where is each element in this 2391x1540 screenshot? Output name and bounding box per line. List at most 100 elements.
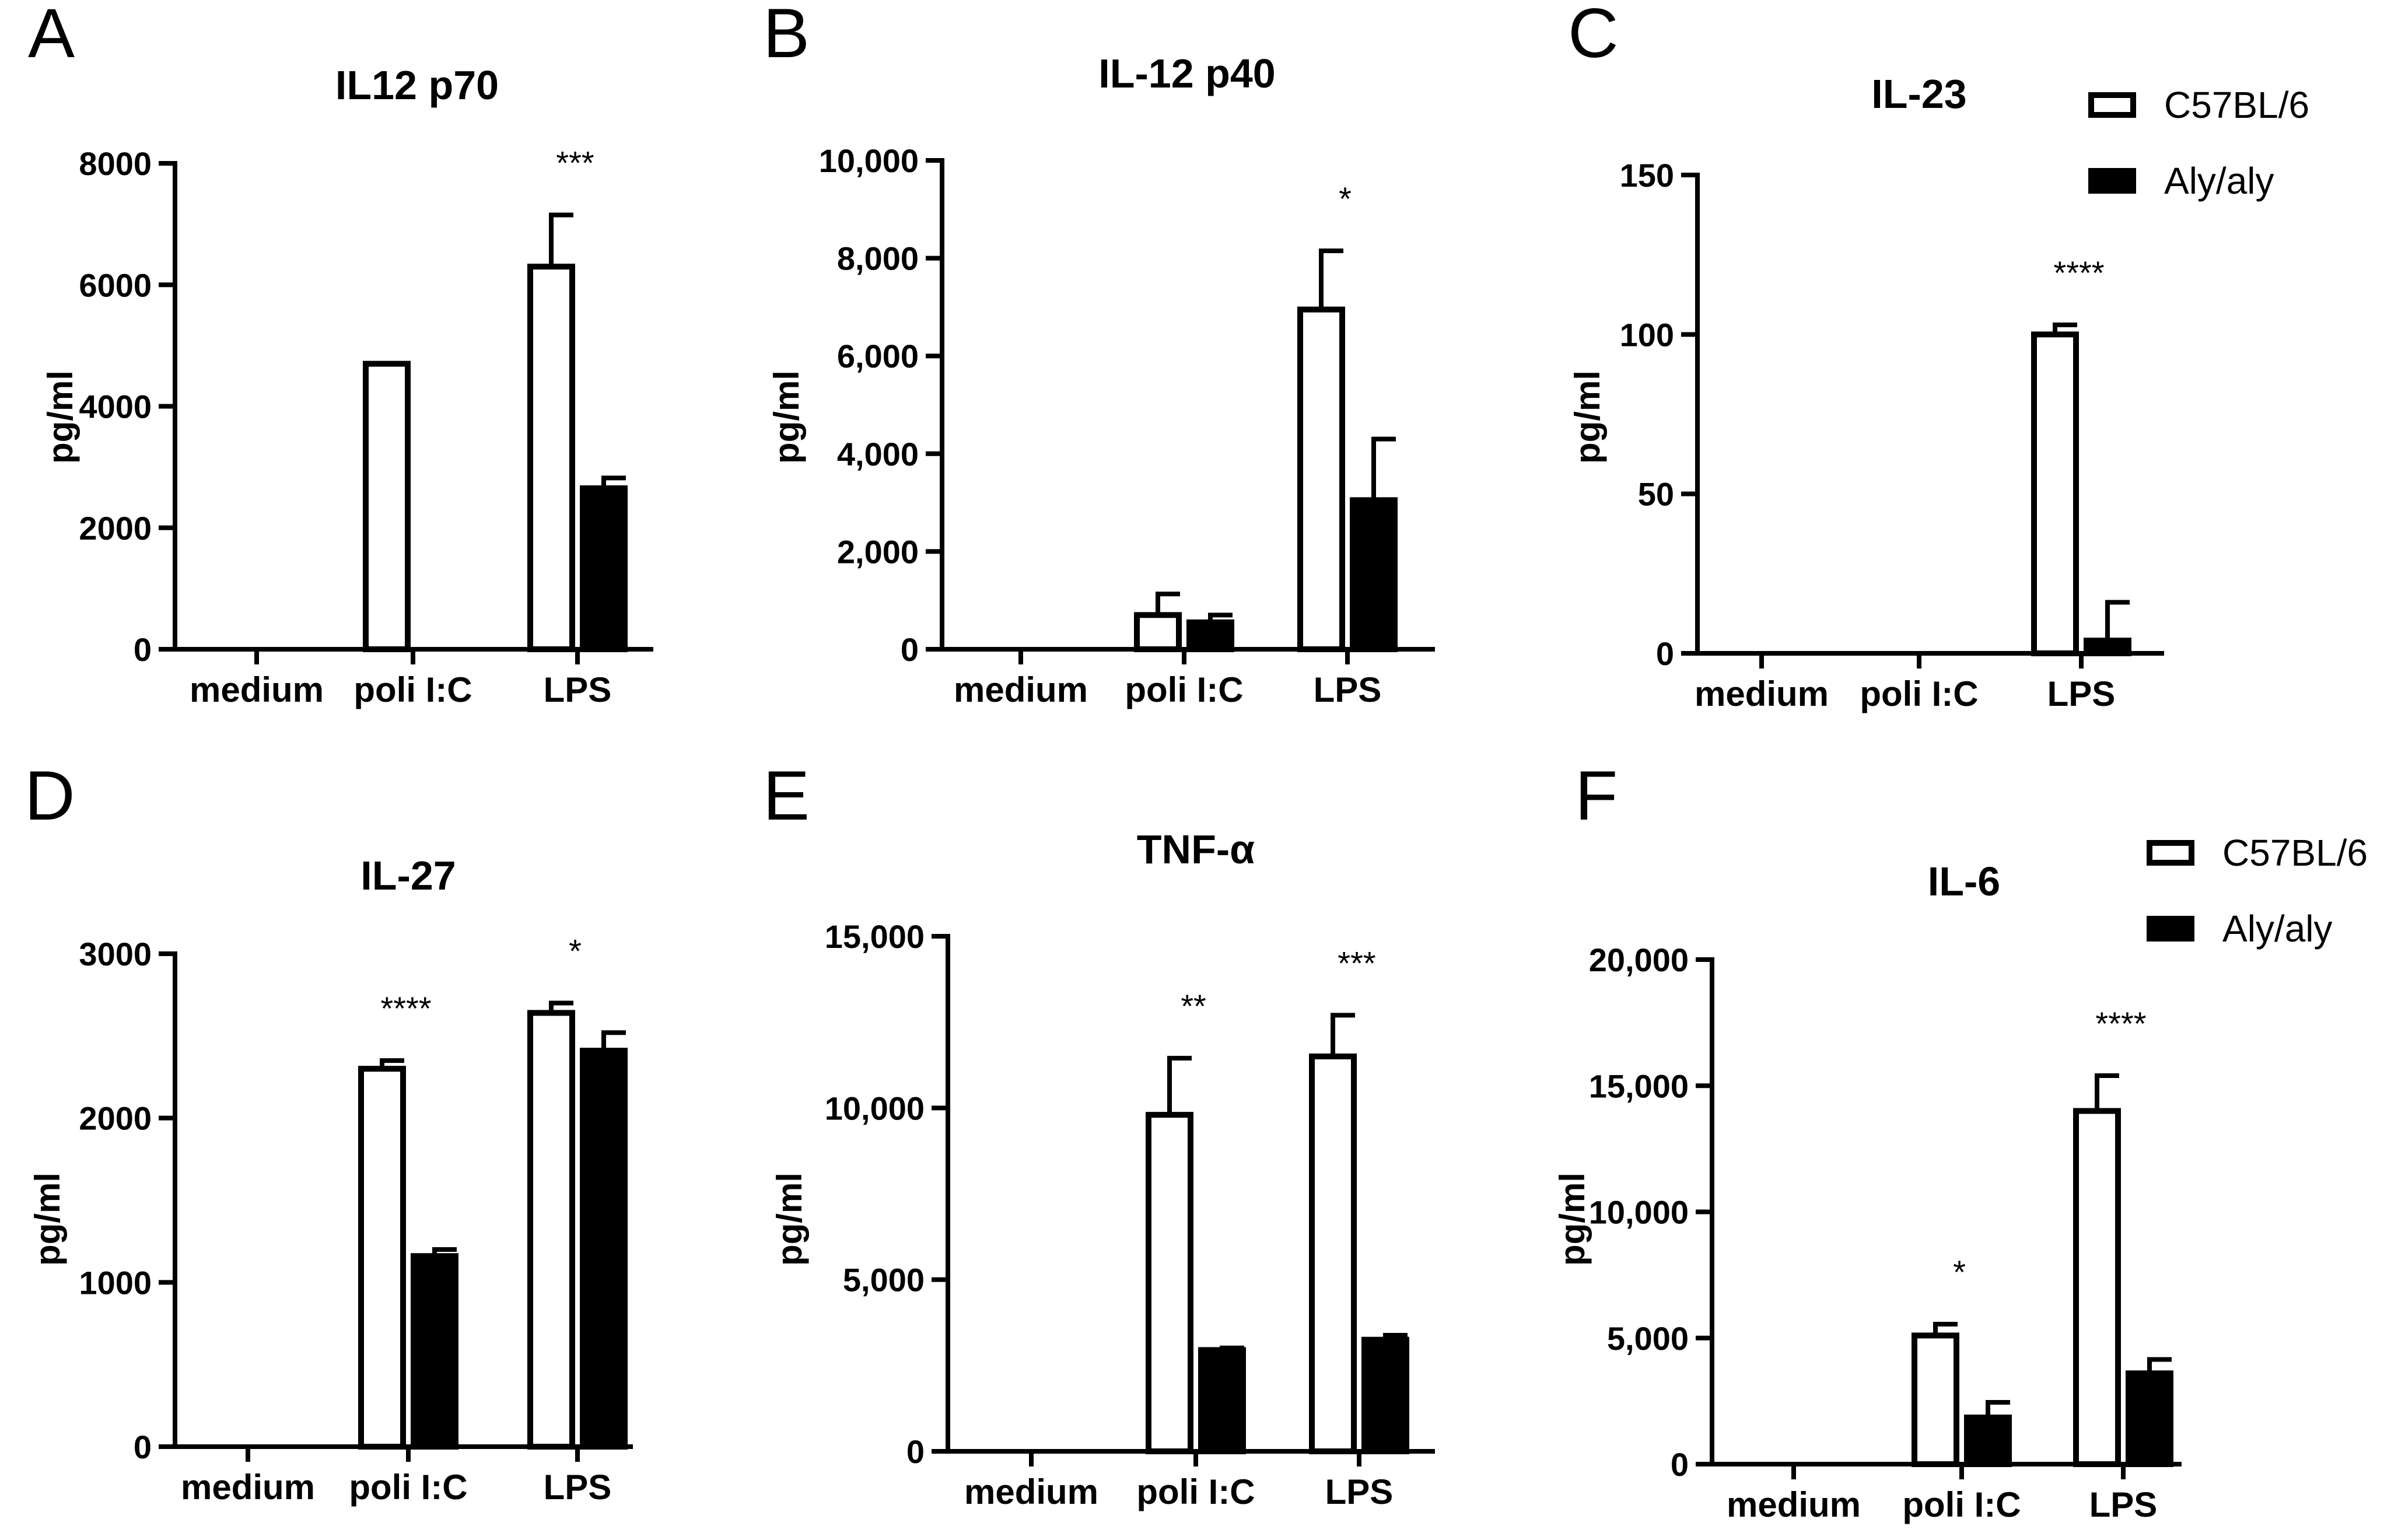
x-category-label: medium (1695, 674, 1829, 713)
chart-panel-b: B IL-12 p40 pg/ml 0 2,000 4,000 6,000 8,000 10,0… (763, 0, 1435, 709)
y-tick-label: 0 (901, 631, 919, 668)
y-tick-label: 0 (134, 1429, 152, 1465)
bar-c57bl6-poli-i-c (1134, 612, 1182, 652)
y-tick-label: 8000 (79, 145, 152, 182)
legend-label: C57BL/6 (2164, 84, 2309, 126)
y-tick-label: 2,000 (837, 533, 919, 570)
x-category-label: medium (964, 1472, 1098, 1511)
x-category-label: poli I:C (1860, 674, 1978, 713)
bar-c57bl6-lps (1297, 306, 1345, 652)
panel-letter: E (763, 757, 810, 835)
y-tick-label: 2000 (79, 510, 152, 547)
y-tick-label: 6000 (79, 267, 152, 303)
x-category-label: poli I:C (1902, 1485, 2021, 1524)
y-tick-label: 20,000 (1589, 942, 1689, 978)
x-category-label: poli I:C (1136, 1472, 1255, 1511)
y-axis-label: pg/ml (41, 370, 80, 464)
bar-c57bl6-poli-i-c (363, 360, 411, 652)
bar-c57bl6-lps (527, 1010, 575, 1450)
bar-c57bl6-lps (527, 264, 575, 652)
chart-title: TNF-α (1137, 827, 1255, 872)
significance-marker: * (1953, 1254, 1966, 1290)
x-category-label: LPS (544, 1468, 612, 1507)
x-category-label: LPS (1325, 1472, 1394, 1511)
significance-marker: ** (1181, 988, 1206, 1024)
y-tick-label: 4,000 (837, 436, 919, 473)
y-axis-label: pg/ml (28, 1172, 67, 1266)
chart-panel-c: C IL-23 pg/ml 0 50 100 150 medium poli I:C LPS ***… (1568, 0, 2309, 713)
chart-panel-d: D IL-27 pg/ml 0 1000 2000 3000 medium poli I:C LP… (24, 757, 633, 1507)
y-tick-label: 10,000 (819, 142, 919, 179)
bar-aly-lps (1361, 1336, 1409, 1455)
bar-c57bl6-lps (2073, 1108, 2121, 1467)
bar-aly-lps (580, 1048, 628, 1450)
x-category-label: poli I:C (353, 670, 472, 709)
legend-swatch (2088, 92, 2136, 118)
bar-aly-poli-i-c (1964, 1414, 2012, 1468)
panel-letter: C (1568, 0, 1619, 72)
x-category-label: medium (1727, 1485, 1861, 1524)
significance-marker: * (569, 933, 582, 970)
bar-aly-poli-i-c (411, 1253, 458, 1450)
bar-aly-lps (2084, 638, 2131, 656)
x-category-label: LPS (2089, 1485, 2158, 1524)
bar-c57bl6-poli-i-c (358, 1066, 406, 1450)
x-category-label: medium (181, 1468, 315, 1507)
panel-letter: A (28, 0, 75, 72)
legend-swatch (2147, 840, 2194, 866)
y-tick-label: 0 (906, 1433, 925, 1470)
y-tick-label: 15,000 (1589, 1068, 1689, 1104)
y-tick-label: 3000 (79, 936, 152, 972)
bar-aly-lps (2126, 1370, 2173, 1468)
x-category-label: poli I:C (349, 1468, 467, 1507)
legend-swatch (2147, 916, 2194, 942)
y-tick-label: 5,000 (843, 1262, 925, 1298)
y-tick-label: 1000 (79, 1264, 152, 1301)
chart-title: IL12 p70 (335, 62, 499, 108)
y-tick-label: 0 (1656, 635, 1674, 672)
legend-label: Aly/aly (2222, 908, 2333, 950)
panel-letter: F (1575, 757, 1618, 835)
y-tick-label: 2000 (79, 1100, 152, 1137)
bar-aly-lps (1350, 497, 1398, 652)
legend-label: C57BL/6 (2222, 832, 2368, 874)
chart-panel-e: E TNF-α pg/ml 0 5,000 10,000 15,000 medium poli … (763, 757, 1435, 1511)
x-category-label: poli I:C (1125, 670, 1243, 709)
chart-title: IL-6 (1928, 859, 2000, 904)
chart-title: IL-12 p40 (1098, 51, 1275, 96)
y-tick-label: 6,000 (837, 338, 919, 374)
x-category-label: LPS (1314, 670, 1382, 709)
x-category-label: LPS (544, 670, 612, 709)
y-tick-label: 0 (1671, 1446, 1689, 1483)
panel-letter: D (24, 757, 75, 835)
y-tick-label: 10,000 (825, 1090, 925, 1126)
bar-aly-poli-i-c (1186, 619, 1234, 653)
y-tick-label: 8,000 (837, 240, 919, 277)
x-category-label: medium (190, 670, 324, 709)
bar-c57bl6-lps (1309, 1054, 1357, 1454)
legend-swatch (2088, 168, 2136, 194)
bar-c57bl6-poli-i-c (1912, 1332, 1959, 1468)
significance-marker: **** (2095, 1005, 2146, 1042)
y-axis-label: pg/ml (1568, 370, 1607, 464)
legend-label: Aly/aly (2164, 160, 2274, 202)
significance-marker: **** (380, 990, 431, 1027)
significance-marker: *** (1338, 944, 1375, 981)
y-tick-label: 0 (134, 631, 152, 668)
bar-aly-lps (580, 485, 628, 652)
chart-panel-a: A IL12 p70 pg/ml 0 2000 4000 6000 8000 medium pol… (28, 0, 653, 709)
chart-title: IL-27 (360, 853, 456, 898)
y-tick-label: 50 (1638, 476, 1674, 513)
y-axis-label: pg/ml (770, 1172, 809, 1266)
bar-aly-poli-i-c (1198, 1347, 1246, 1454)
significance-marker: * (1339, 180, 1352, 217)
bar-c57bl6-poli-i-c (1146, 1112, 1193, 1454)
y-tick-label: 100 (1620, 316, 1674, 353)
y-tick-label: 4000 (79, 388, 152, 425)
y-tick-label: 15,000 (825, 918, 925, 955)
y-tick-label: 150 (1620, 157, 1674, 194)
x-category-label: medium (954, 670, 1088, 709)
chart-panel-f: F IL-6 pg/ml 0 5,000 10,000 15,000 20,000 medium… (1553, 757, 2368, 1524)
y-axis-label: pg/ml (1553, 1172, 1592, 1266)
